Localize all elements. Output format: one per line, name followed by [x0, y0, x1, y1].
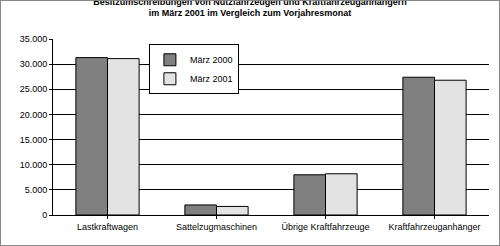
- svg-text:Übrige Kraftfahrzeuge: Übrige Kraftfahrzeuge: [281, 222, 369, 232]
- svg-text:Besitzumschreibungen von Nutzf: Besitzumschreibungen von Nutzfahrzeugen …: [93, 1, 407, 18]
- svg-text:0: 0: [42, 210, 47, 220]
- svg-text:Lastkraftwagen: Lastkraftwagen: [77, 222, 138, 232]
- svg-text:30.000: 30.000: [20, 59, 48, 69]
- svg-text:10.000: 10.000: [20, 160, 48, 170]
- svg-text:Kraftfahrzeuganhänger: Kraftfahrzeuganhänger: [388, 222, 480, 232]
- svg-text:35.000: 35.000: [20, 34, 48, 44]
- svg-text:Sattelzugmaschinen: Sattelzugmaschinen: [176, 222, 257, 232]
- svg-text:15.000: 15.000: [20, 135, 48, 145]
- svg-text:März 2001: März 2001: [190, 74, 233, 84]
- svg-text:März 2000: März 2000: [190, 55, 233, 65]
- svg-text:25.000: 25.000: [20, 84, 48, 94]
- svg-text:5.000: 5.000: [25, 185, 48, 195]
- svg-text:20.000: 20.000: [20, 110, 48, 120]
